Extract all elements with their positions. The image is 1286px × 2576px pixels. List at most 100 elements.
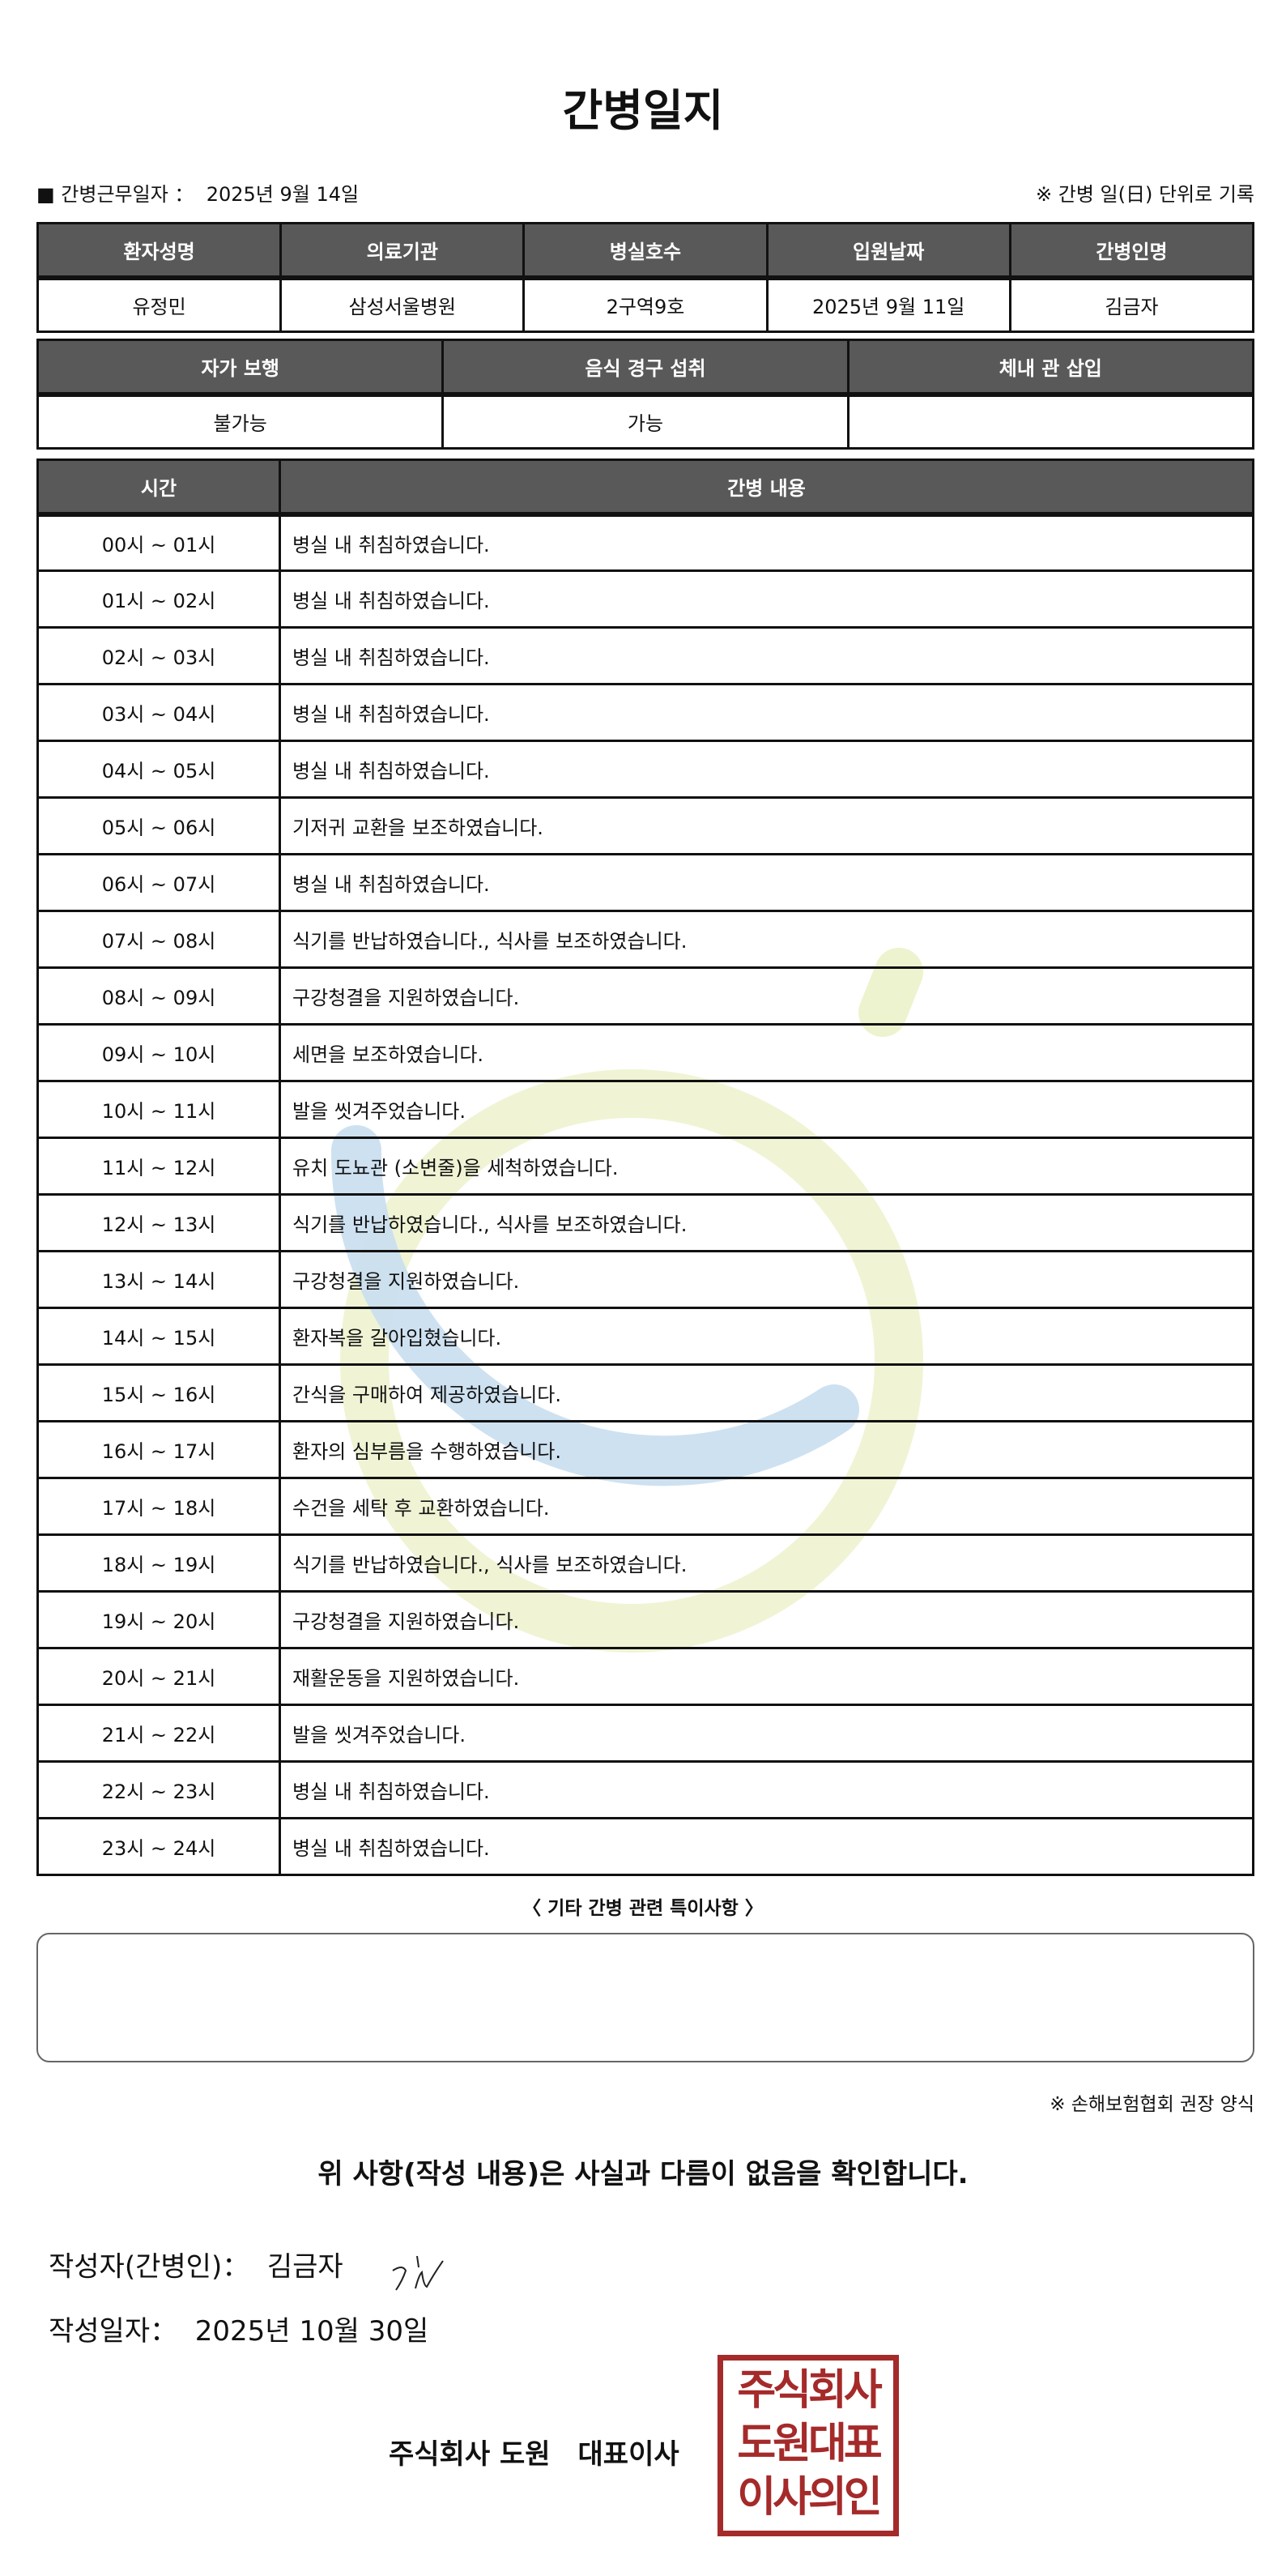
- header-time: 시간: [36, 458, 281, 517]
- table-row: 10시 ~ 11시 발을 씻겨주었습니다.: [36, 1080, 1254, 1139]
- time-cell: 10시 ~ 11시: [36, 1080, 281, 1139]
- value-cell: 김금자: [1008, 276, 1255, 333]
- header-content: 간병 내용: [279, 458, 1254, 517]
- time-cell: 20시 ~ 21시: [36, 1647, 281, 1706]
- table-row: 21시 ~ 22시 발을 씻겨주었습니다.: [36, 1704, 1254, 1763]
- header-cell: 병실호수: [522, 222, 769, 280]
- record-note: ※ 간병 일(日) 단위로 기록: [1036, 183, 1254, 206]
- table-row: 02시 ~ 03시 병실 내 취침하였습니다.: [36, 626, 1254, 685]
- content-cell: 병실 내 취침하였습니다.: [279, 1817, 1254, 1876]
- table-row: 03시 ~ 04시 병실 내 취침하였습니다.: [36, 683, 1254, 742]
- table-row: 13시 ~ 14시 구강청결을 지원하였습니다.: [36, 1250, 1254, 1309]
- table-row: 16시 ~ 17시 환자의 심부름을 수행하였습니다.: [36, 1420, 1254, 1479]
- value-cell: [846, 393, 1255, 450]
- time-cell: 09시 ~ 10시: [36, 1023, 281, 1082]
- signature-icon: [391, 2255, 444, 2291]
- write-date: 작성일자： 2025년 10월 30일: [49, 2309, 428, 2348]
- table-row: 07시 ~ 08시 식기를 반납하였습니다., 식사를 보조하였습니다.: [36, 910, 1254, 969]
- header-cell: 체내 관 삽입: [846, 339, 1255, 397]
- content-cell: 재활운동을 지원하였습니다.: [279, 1647, 1254, 1706]
- time-cell: 12시 ~ 13시: [36, 1193, 281, 1252]
- time-cell: 04시 ~ 05시: [36, 740, 281, 799]
- patient-table: 환자성명 의료기관 병실호수 입원날짜 간병인명 유정민 삼성서울병원 2구역9…: [36, 222, 1255, 333]
- time-cell: 01시 ~ 02시: [36, 569, 281, 629]
- time-cell: 13시 ~ 14시: [36, 1250, 281, 1309]
- header-cell: 간병인명: [1008, 222, 1255, 280]
- value-cell: 유정민: [36, 276, 283, 333]
- time-cell: 18시 ~ 19시: [36, 1533, 281, 1593]
- write-date-label: 작성일자：: [49, 2315, 178, 2348]
- writer-label: 작성자(간병인)：: [49, 2250, 250, 2284]
- content-cell: 발을 씻겨주었습니다.: [279, 1080, 1254, 1139]
- content-cell: 식기를 반납하였습니다., 식사를 보조하였습니다.: [279, 910, 1254, 969]
- table-row: 08시 ~ 09시 구강청결을 지원하였습니다.: [36, 966, 1254, 1026]
- content-cell: 병실 내 취침하였습니다.: [279, 683, 1254, 742]
- time-cell: 02시 ~ 03시: [36, 626, 281, 685]
- content-cell: 수건을 세탁 후 교환하였습니다.: [279, 1477, 1254, 1536]
- table-row: 06시 ~ 07시 병실 내 취침하였습니다.: [36, 853, 1254, 912]
- header-cell: 입원날짜: [765, 222, 1011, 280]
- time-cell: 11시 ~ 12시: [36, 1137, 281, 1196]
- content-cell: 병실 내 취침하였습니다.: [279, 1760, 1254, 1819]
- content-cell: 병실 내 취침하였습니다.: [279, 569, 1254, 629]
- value-cell: 불가능: [36, 393, 445, 450]
- table-row: 19시 ~ 20시 구강청결을 지원하였습니다.: [36, 1590, 1254, 1649]
- time-cell: 06시 ~ 07시: [36, 853, 281, 912]
- content-cell: 구강청결을 지원하였습니다.: [279, 1590, 1254, 1649]
- content-cell: 구강청결을 지원하였습니다.: [279, 966, 1254, 1026]
- table-row: 22시 ~ 23시 병실 내 취침하였습니다.: [36, 1760, 1254, 1819]
- value-cell: 2구역9호: [522, 276, 769, 333]
- time-cell: 21시 ~ 22시: [36, 1704, 281, 1763]
- time-cell: 15시 ~ 16시: [36, 1363, 281, 1422]
- form-note: ※ 손해보험협회 권장 양식: [1050, 2094, 1254, 2115]
- table-row: 18시 ~ 19시 식기를 반납하였습니다., 식사를 보조하였습니다.: [36, 1533, 1254, 1593]
- company-representative: 주식회사 도원 대표이사: [389, 2438, 679, 2471]
- confirm-statement: 위 사항(작성 내용)은 사실과 다름이 없음을 확인합니다.: [317, 2158, 969, 2190]
- content-cell: 유치 도뇨관 (소변줄)을 세척하였습니다.: [279, 1137, 1254, 1196]
- table-row: 05시 ~ 06시 기저귀 교환을 보조하였습니다.: [36, 796, 1254, 855]
- content-cell: 병실 내 취침하였습니다.: [279, 740, 1254, 799]
- content-cell: 세면을 보조하였습니다.: [279, 1023, 1254, 1082]
- content-cell: 병실 내 취침하였습니다.: [279, 626, 1254, 685]
- content-cell: 식기를 반납하였습니다., 식사를 보조하였습니다.: [279, 1533, 1254, 1593]
- writer-name: 김금자: [266, 2250, 343, 2284]
- header-cell: 음식 경구 섭취: [441, 339, 850, 397]
- work-date: ■ 간병근무일자 ： 2025년 9월 14일: [36, 178, 359, 207]
- table-row: 14시 ~ 15시 환자복을 갈아입혔습니다.: [36, 1307, 1254, 1366]
- page-title: 간병일지: [562, 85, 724, 136]
- content-cell: 병실 내 취침하였습니다.: [279, 513, 1254, 572]
- time-cell: 14시 ~ 15시: [36, 1307, 281, 1366]
- table-row: 01시 ~ 02시 병실 내 취침하였습니다.: [36, 569, 1254, 629]
- care-log-table: 시간 간병 내용 00시 ~ 01시 병실 내 취침하였습니다. 01시 ~ 02시…: [36, 458, 1254, 1876]
- table-row: 04시 ~ 05시 병실 내 취침하였습니다.: [36, 740, 1254, 799]
- time-cell: 07시 ~ 08시: [36, 910, 281, 969]
- time-cell: 19시 ~ 20시: [36, 1590, 281, 1649]
- time-cell: 22시 ~ 23시: [36, 1760, 281, 1819]
- work-date-value: 2025년 9월 14일: [206, 183, 360, 206]
- table-row: 17시 ~ 18시 수건을 세탁 후 교환하였습니다.: [36, 1477, 1254, 1536]
- content-cell: 식기를 반납하였습니다., 식사를 보조하였습니다.: [279, 1193, 1254, 1252]
- table-row: 11시 ~ 12시 유치 도뇨관 (소변줄)을 세척하였습니다.: [36, 1137, 1254, 1196]
- content-cell: 환자의 심부름을 수행하였습니다.: [279, 1420, 1254, 1479]
- value-cell: 2025년 9월 11일: [765, 276, 1011, 333]
- table-row: 23시 ~ 24시 병실 내 취침하였습니다.: [36, 1817, 1254, 1876]
- content-cell: 병실 내 취침하였습니다.: [279, 853, 1254, 912]
- time-cell: 08시 ~ 09시: [36, 966, 281, 1026]
- status-table: 자가 보행 음식 경구 섭취 체내 관 삽입 불가능 가능: [36, 339, 1255, 450]
- time-cell: 05시 ~ 06시: [36, 796, 281, 855]
- time-cell: 23시 ~ 24시: [36, 1817, 281, 1876]
- header-cell: 자가 보행: [36, 339, 445, 397]
- work-date-label: ■ 간병근무일자 ：: [36, 183, 194, 206]
- table-row: 12시 ~ 13시 식기를 반납하였습니다., 식사를 보조하였습니다.: [36, 1193, 1254, 1252]
- header-cell: 환자성명: [36, 222, 283, 280]
- time-cell: 17시 ~ 18시: [36, 1477, 281, 1536]
- notes-label: 〈 기타 간병 관련 특이사항 〉: [522, 1898, 764, 1919]
- table-row: 09시 ~ 10시 세면을 보조하였습니다.: [36, 1023, 1254, 1082]
- company-seal: 주식회사 도원대표 이사의인: [718, 2355, 899, 2536]
- table-row: 15시 ~ 16시 간식을 구매하여 제공하였습니다.: [36, 1363, 1254, 1422]
- write-date-value: 2025년 10월 30일: [194, 2315, 429, 2348]
- value-cell: 삼성서울병원: [279, 276, 526, 333]
- content-cell: 환자복을 갈아입혔습니다.: [279, 1307, 1254, 1366]
- content-cell: 기저귀 교환을 보조하였습니다.: [279, 796, 1254, 855]
- writer: 작성자(간병인)： 김금자: [49, 2240, 474, 2297]
